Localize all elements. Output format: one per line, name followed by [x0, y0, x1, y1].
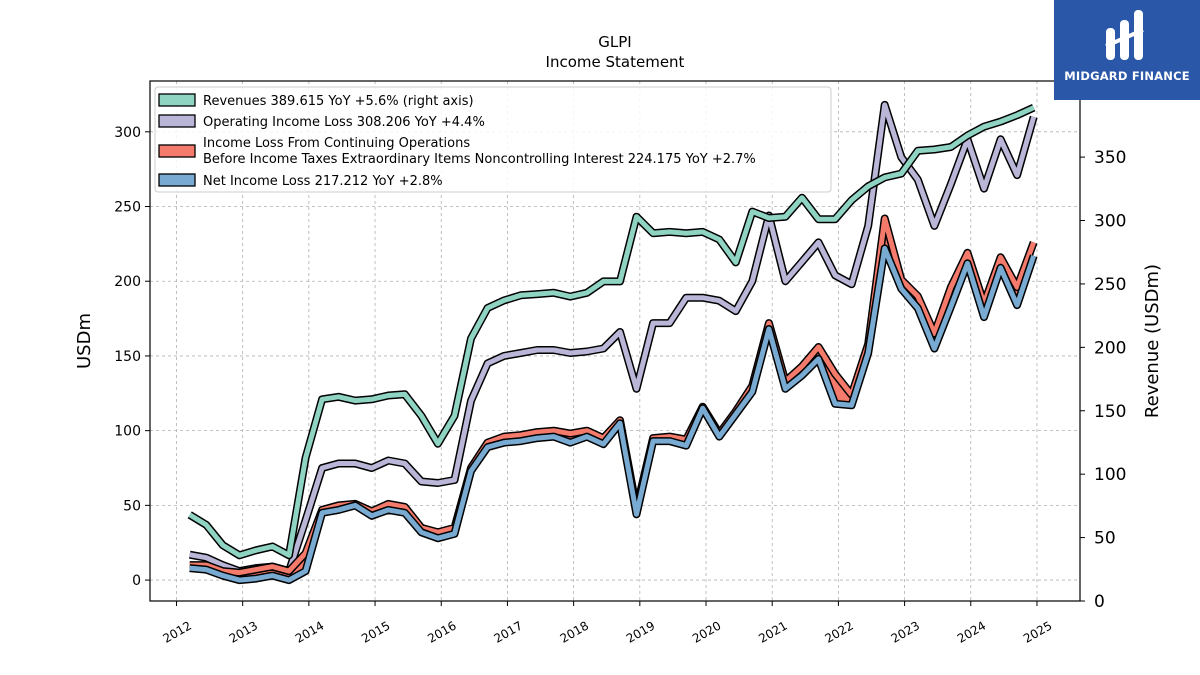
legend-swatch-operating-income	[158, 114, 196, 128]
series-line-net-income	[189, 245, 1037, 583]
series-line-operating-income	[189, 102, 1037, 574]
legend-label-operating-income: Operating Income Loss 308.206 YoY +4.4%	[203, 115, 485, 130]
y2-tick-label: 150	[1094, 402, 1126, 422]
y-axis-label: USDm	[74, 313, 95, 369]
legend-label-pretax-income-line2: Before Income Taxes Extraordinary Items …	[203, 152, 756, 167]
midgard-logo-icon	[1105, 10, 1144, 60]
brand-name: MIDGARD FINANCE	[1064, 69, 1190, 83]
legend-label-pretax-income-line1: Income Loss From Continuing Operations	[203, 136, 470, 151]
legend-box	[154, 86, 832, 193]
y2-axis-label: Revenue (USDm)	[1142, 264, 1163, 418]
y2-tick-label: 200	[1094, 338, 1126, 358]
y2-tick-label: 350	[1094, 148, 1126, 168]
y2-tick-label: 0	[1094, 592, 1105, 612]
series-layer	[187, 100, 1038, 585]
chart-title: GLPI	[598, 33, 631, 51]
legend: Revenues 389.615 YoY +5.6% (right axis) …	[154, 86, 832, 193]
legend-swatch-net-income	[158, 173, 196, 187]
y-tick-label: 300	[114, 125, 141, 141]
y2-tick-label: 50	[1094, 529, 1116, 549]
legend-swatch-revenues	[158, 93, 196, 107]
y-tick-label: 100	[114, 424, 141, 440]
y2-tick-label: 300	[1094, 212, 1126, 232]
plot-frame	[149, 80, 1081, 602]
y-tick-label: 0	[132, 573, 141, 589]
series-line-revenues	[188, 105, 1035, 558]
legend-label-net-income: Net Income Loss 217.212 YoY +2.8%	[203, 174, 443, 189]
y2-tick-label: 100	[1094, 465, 1126, 485]
legend-label-revenues: Revenues 389.615 YoY +5.6% (right axis)	[203, 94, 474, 109]
chart-subtitle: Income Statement	[546, 53, 685, 71]
y-tick-label: 50	[123, 498, 141, 514]
y2-tick-label: 250	[1094, 275, 1126, 295]
y-tick-label: 250	[114, 200, 141, 216]
brand-logo: MIDGARD FINANCE	[1054, 0, 1200, 100]
y-tick-label: 200	[114, 274, 141, 290]
legend-swatch-pretax-income	[158, 144, 196, 158]
y-tick-label: 150	[114, 349, 141, 365]
